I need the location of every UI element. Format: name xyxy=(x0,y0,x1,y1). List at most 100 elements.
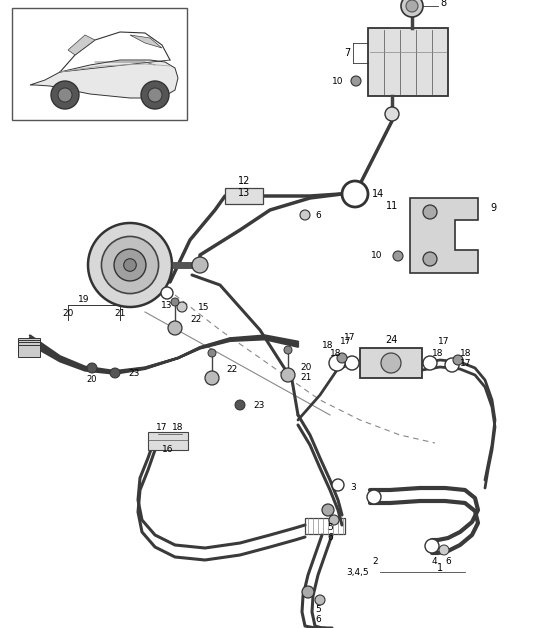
Text: 18: 18 xyxy=(460,350,472,359)
Text: 17: 17 xyxy=(438,337,450,347)
Text: 24: 24 xyxy=(385,335,397,345)
Circle shape xyxy=(345,356,359,370)
Text: 23: 23 xyxy=(128,369,140,377)
Circle shape xyxy=(208,349,216,357)
Text: 6: 6 xyxy=(315,210,321,220)
Circle shape xyxy=(329,515,339,525)
Circle shape xyxy=(423,205,437,219)
Text: 6: 6 xyxy=(445,558,451,566)
Circle shape xyxy=(337,353,347,363)
Circle shape xyxy=(114,249,146,281)
Text: 4: 4 xyxy=(431,558,437,566)
Text: 11: 11 xyxy=(386,201,398,211)
Circle shape xyxy=(284,346,292,354)
Circle shape xyxy=(332,479,344,491)
Text: 18: 18 xyxy=(172,423,184,431)
Text: 2: 2 xyxy=(372,558,378,566)
Circle shape xyxy=(300,210,310,220)
Text: 17: 17 xyxy=(460,359,472,369)
Text: 5: 5 xyxy=(315,605,321,614)
Text: 22: 22 xyxy=(190,315,201,325)
Text: 6: 6 xyxy=(327,533,333,541)
Circle shape xyxy=(425,539,439,553)
Bar xyxy=(18,342,40,354)
Text: 22: 22 xyxy=(226,365,237,374)
Circle shape xyxy=(445,358,459,372)
Polygon shape xyxy=(130,35,162,48)
Bar xyxy=(225,188,263,204)
Text: 18: 18 xyxy=(432,349,444,357)
Circle shape xyxy=(401,0,423,17)
Text: 8: 8 xyxy=(440,0,446,8)
Polygon shape xyxy=(410,198,478,273)
Circle shape xyxy=(205,371,219,385)
Circle shape xyxy=(161,287,173,299)
Text: 14: 14 xyxy=(372,189,384,199)
Text: 7: 7 xyxy=(344,48,350,58)
Circle shape xyxy=(88,223,172,307)
Circle shape xyxy=(315,595,325,605)
Text: 21: 21 xyxy=(300,374,311,382)
Text: 10: 10 xyxy=(371,251,382,261)
Bar xyxy=(305,518,345,534)
Text: 15: 15 xyxy=(198,303,209,311)
Circle shape xyxy=(322,504,334,516)
Circle shape xyxy=(342,181,368,207)
Polygon shape xyxy=(68,35,95,55)
Text: 19: 19 xyxy=(78,295,90,303)
Text: 20: 20 xyxy=(300,364,311,372)
Circle shape xyxy=(141,81,169,109)
Bar xyxy=(18,338,40,350)
Circle shape xyxy=(329,355,345,371)
Circle shape xyxy=(171,298,179,306)
Circle shape xyxy=(87,363,97,373)
Text: 5: 5 xyxy=(327,522,333,531)
Text: 17: 17 xyxy=(340,337,352,347)
Text: 13: 13 xyxy=(238,188,250,198)
Text: 1: 1 xyxy=(437,563,443,573)
Circle shape xyxy=(177,302,187,312)
Text: 6: 6 xyxy=(315,615,321,624)
Text: 17: 17 xyxy=(344,333,356,342)
Text: 10: 10 xyxy=(331,77,343,85)
Circle shape xyxy=(381,353,401,373)
Circle shape xyxy=(281,368,295,382)
Text: 16: 16 xyxy=(162,445,174,453)
Circle shape xyxy=(385,107,399,121)
Polygon shape xyxy=(30,60,178,98)
Circle shape xyxy=(168,321,182,335)
Text: 3,4,5: 3,4,5 xyxy=(347,568,370,577)
Text: 20: 20 xyxy=(87,376,97,384)
Circle shape xyxy=(423,252,437,266)
Circle shape xyxy=(192,257,208,273)
Bar xyxy=(368,28,448,96)
Circle shape xyxy=(110,368,120,378)
Circle shape xyxy=(453,355,463,365)
Circle shape xyxy=(124,259,136,271)
Circle shape xyxy=(58,88,72,102)
Circle shape xyxy=(148,88,162,102)
Text: 18: 18 xyxy=(330,349,342,357)
Circle shape xyxy=(393,251,403,261)
Text: 13: 13 xyxy=(161,301,173,310)
Text: 23: 23 xyxy=(253,401,264,409)
Text: 9: 9 xyxy=(490,203,496,213)
Text: 21: 21 xyxy=(114,308,126,318)
Bar xyxy=(18,345,40,357)
Circle shape xyxy=(367,490,381,504)
Circle shape xyxy=(351,76,361,86)
Circle shape xyxy=(101,236,159,293)
Text: 17: 17 xyxy=(156,423,168,431)
Text: 18: 18 xyxy=(322,340,334,350)
Circle shape xyxy=(406,0,418,12)
Circle shape xyxy=(302,586,314,598)
Bar xyxy=(148,432,188,450)
Circle shape xyxy=(423,356,437,370)
Circle shape xyxy=(235,400,245,410)
Circle shape xyxy=(439,545,449,555)
Bar xyxy=(18,340,40,352)
Bar xyxy=(12,8,187,120)
Bar xyxy=(360,348,422,378)
Text: 3: 3 xyxy=(350,484,356,492)
Text: 12: 12 xyxy=(238,176,250,186)
